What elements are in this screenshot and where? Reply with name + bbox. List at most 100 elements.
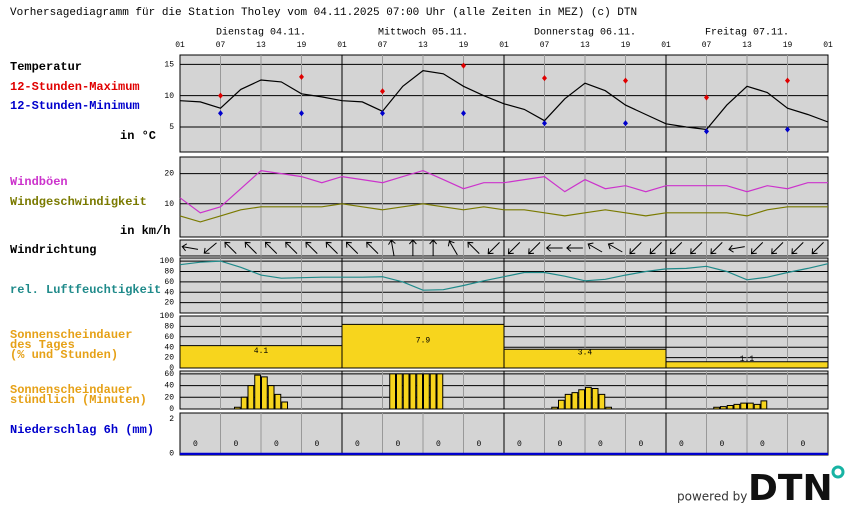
bar [558, 399, 565, 410]
series-line [179, 203, 828, 223]
y-tick-label: 60 [164, 333, 174, 342]
bar [760, 400, 768, 410]
hour-label: 19 [297, 41, 307, 50]
bar-label: 0 [476, 440, 481, 449]
series-label: Sonnenscheindauer [10, 328, 132, 342]
wind-arrow [244, 241, 257, 255]
y-tick-label: 80 [164, 323, 174, 332]
wind-arrow [285, 241, 298, 255]
hour-label: 01 [337, 41, 347, 50]
bar [402, 373, 410, 410]
wind-arrow [587, 242, 603, 253]
bar [261, 376, 268, 410]
wind-arrow [545, 244, 563, 252]
credit: powered by [677, 490, 747, 504]
wind-arrow [408, 239, 417, 256]
wind-arrow [264, 241, 278, 255]
marker [542, 75, 547, 82]
bar [267, 385, 275, 410]
y-tick-label: 80 [164, 268, 174, 277]
bar [436, 373, 444, 410]
bar [753, 403, 761, 410]
bar [564, 393, 572, 410]
y-tick-label: 20 [164, 299, 174, 308]
wind-arrow [669, 241, 683, 255]
bar-label: 0 [314, 440, 319, 449]
wind-arrow [690, 241, 703, 255]
bar [503, 348, 667, 369]
bar-label: 0 [598, 440, 603, 449]
wind-arrow [345, 241, 359, 255]
hour-label: 19 [621, 41, 631, 50]
unit-label: in °C [120, 129, 156, 143]
bar [247, 385, 255, 410]
wind-arrow [224, 241, 237, 255]
y-tick-label: 40 [164, 343, 174, 352]
bar [747, 402, 754, 410]
series-label: 12-Stunden-Maximum [10, 80, 140, 94]
hour-label: 01 [823, 41, 833, 50]
day-label: Freitag 07.11. [705, 27, 789, 39]
wind-arrow [447, 240, 458, 256]
bar [726, 404, 734, 410]
bar-label: 4.1 [254, 347, 269, 356]
y-tick-label: 60 [164, 278, 174, 287]
hour-label: 07 [378, 41, 388, 50]
bar [409, 373, 417, 410]
bar [713, 406, 720, 410]
logo-dot [831, 465, 845, 479]
hour-label: 07 [702, 41, 712, 50]
marker [704, 128, 709, 135]
wind-arrow [467, 241, 480, 255]
y-tick-label: 0 [169, 449, 174, 458]
marker [704, 94, 709, 101]
wind-arrow [528, 241, 541, 255]
series-label: 12-Stunden-Minimum [10, 99, 140, 113]
bar [733, 403, 741, 410]
hour-label: 07 [540, 41, 550, 50]
y-tick-label: 40 [164, 382, 174, 391]
bar [605, 406, 612, 410]
bar-label: 0 [638, 440, 643, 449]
bar [240, 396, 248, 410]
series-label: rel. Luftfeuchtigkeit [10, 283, 161, 297]
hour-label: 01 [661, 41, 671, 50]
marker [461, 62, 466, 69]
bar [571, 392, 579, 410]
wind-arrow [791, 241, 804, 255]
y-tick-label: 15 [164, 60, 174, 69]
wind-arrow [607, 242, 623, 253]
marker [623, 120, 628, 127]
bar [665, 361, 829, 369]
y-tick-label: 100 [160, 257, 175, 266]
bar-label: 0 [760, 440, 765, 449]
bar [429, 373, 437, 410]
series-line [179, 69, 829, 131]
wind-arrow [325, 241, 338, 255]
hour-label: 13 [580, 41, 590, 50]
bar-label: 0 [233, 440, 238, 449]
y-tick-label: 10 [164, 92, 174, 101]
day-label: Donnerstag 06.11. [534, 28, 636, 39]
y-tick-label: 0 [169, 364, 174, 373]
day-label: Dienstag 04.11. [216, 27, 306, 39]
bar [578, 389, 585, 410]
y-tick-label: 40 [164, 288, 174, 297]
wind-arrow [649, 241, 662, 255]
bar [389, 373, 396, 410]
wind-arrow [771, 241, 784, 255]
y-tick-label: 20 [164, 393, 174, 402]
series-label: Windböen [10, 175, 68, 189]
bar [740, 402, 747, 410]
wind-arrow [566, 244, 583, 252]
bar [396, 373, 403, 410]
wind-arrow [728, 244, 745, 253]
wind-arrow [366, 241, 379, 255]
hour-label: 07 [216, 41, 226, 50]
bar [598, 393, 606, 410]
bar-label: 0 [355, 440, 360, 449]
wind-arrow [305, 241, 318, 255]
hour-label: 01 [499, 41, 509, 50]
bar [341, 323, 505, 369]
bar-label: 7.9 [416, 336, 431, 345]
